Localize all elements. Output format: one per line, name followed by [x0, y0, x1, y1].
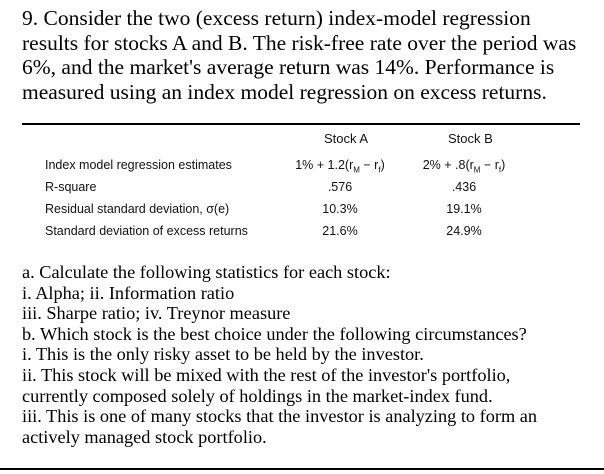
cell-stock-b-excess-sd: 24.9%	[446, 224, 482, 238]
question-line: iii. This is one of many stocks that the…	[22, 406, 538, 427]
question-line: i. This is the only risky asset to be he…	[22, 344, 424, 365]
intro-underline	[22, 123, 580, 125]
row-label-r-square: R-square	[45, 180, 97, 194]
question-line: currently composed solely of holdings in…	[22, 385, 493, 406]
question-line: b. Which stock is the best choice under …	[22, 323, 527, 344]
column-header-stock-b: Stock B	[448, 131, 493, 146]
question-line: actively managed stock portfolio.	[22, 426, 267, 447]
cell-stock-a-residual-sd: 10.3%	[322, 202, 358, 216]
cell-stock-b-r-square: .436	[451, 180, 477, 194]
column-header-stock-a: Stock A	[324, 131, 369, 146]
row-label-excess-sd: Standard deviation of excess returns	[45, 224, 248, 238]
cell-stock-b-residual-sd: 19.1%	[446, 202, 482, 216]
cell-stock-b-estimate: 2% + .8(rM − rf)	[422, 158, 506, 175]
intro-line: 9. Consider the two (excess return) inde…	[22, 6, 531, 30]
intro-line: results for stocks A and B. The risk-fre…	[22, 30, 577, 55]
bottom-rule	[0, 468, 604, 470]
problem-intro: 9. Consider the two (excess return) inde…	[22, 6, 587, 104]
cell-stock-a-r-square: .576	[327, 180, 353, 194]
question-line: i. Alpha; ii. Information ratio	[22, 282, 235, 303]
cell-stock-a-estimate: 1% + 1.2(rM − rf)	[295, 158, 385, 175]
question-line: a. Calculate the following statistics fo…	[22, 262, 391, 282]
row-label-residual-sd: Residual standard deviation, σ(e)	[45, 202, 230, 216]
row-label-regression-estimates: Index model regression estimates	[45, 158, 232, 172]
intro-line: 6%, and the market's average return was …	[22, 55, 555, 79]
cell-stock-a-excess-sd: 21.6%	[322, 224, 358, 238]
question-line: iii. Sharpe ratio; iv. Treynor measure	[22, 303, 291, 324]
problem-questions: a. Calculate the following statistics fo…	[22, 262, 592, 447]
intro-line: measured using an index model regression…	[22, 79, 547, 104]
question-line: ii. This stock will be mixed with the re…	[22, 364, 511, 385]
